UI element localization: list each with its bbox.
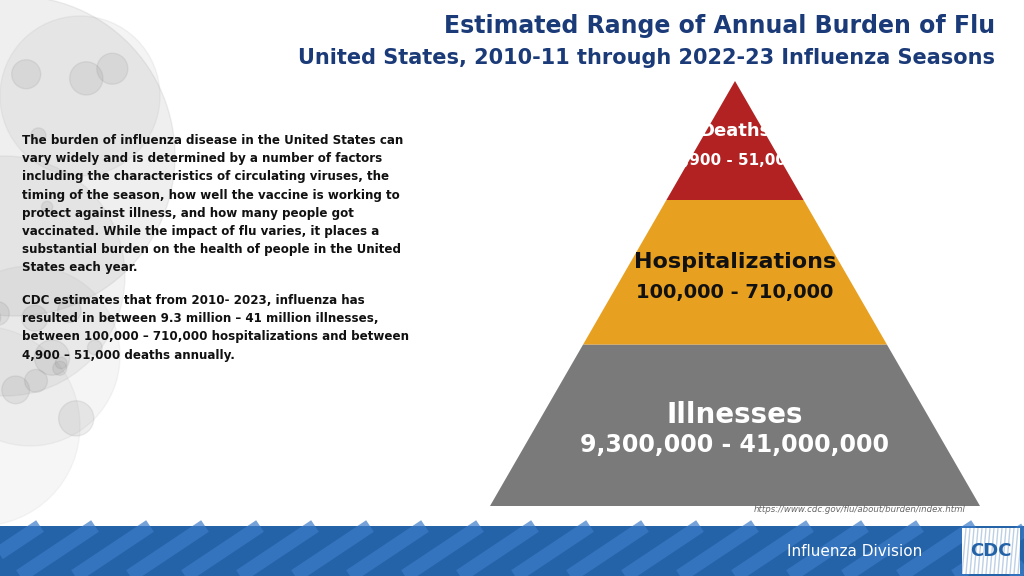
- Circle shape: [55, 357, 67, 369]
- Circle shape: [87, 340, 102, 355]
- Circle shape: [0, 156, 125, 396]
- Circle shape: [35, 340, 70, 375]
- Circle shape: [0, 16, 160, 176]
- Text: 9,300,000 - 41,000,000: 9,300,000 - 41,000,000: [581, 433, 890, 457]
- Circle shape: [70, 62, 102, 95]
- Circle shape: [0, 326, 80, 526]
- Circle shape: [57, 299, 81, 323]
- Circle shape: [0, 302, 9, 325]
- Circle shape: [0, 0, 175, 316]
- Circle shape: [31, 128, 46, 143]
- Circle shape: [53, 361, 67, 376]
- Text: Deaths: Deaths: [699, 122, 771, 139]
- Text: 100,000 - 710,000: 100,000 - 710,000: [636, 283, 834, 302]
- Text: Illnesses: Illnesses: [667, 401, 803, 429]
- Circle shape: [2, 376, 30, 404]
- Polygon shape: [667, 81, 804, 200]
- Text: The burden of influenza disease in the United States can
vary widely and is dete: The burden of influenza disease in the U…: [22, 134, 403, 274]
- FancyBboxPatch shape: [0, 526, 1024, 576]
- Text: Influenza Division: Influenza Division: [787, 544, 923, 559]
- Circle shape: [58, 401, 94, 436]
- Text: Hospitalizations: Hospitalizations: [634, 252, 837, 272]
- Circle shape: [0, 266, 120, 446]
- Text: CDC estimates that from 2010- 2023, influenza has
resulted in between 9.3 millio: CDC estimates that from 2010- 2023, infl…: [22, 294, 409, 362]
- Text: CDC: CDC: [971, 542, 1012, 560]
- Circle shape: [22, 305, 48, 331]
- Circle shape: [97, 53, 128, 84]
- Polygon shape: [583, 200, 887, 344]
- Circle shape: [25, 369, 47, 392]
- Circle shape: [11, 60, 41, 89]
- Text: 4,900 - 51,000: 4,900 - 51,000: [673, 153, 797, 168]
- Circle shape: [42, 201, 53, 213]
- Polygon shape: [490, 344, 980, 506]
- Text: https://www.cdc.gov/flu/about/burden/index.html: https://www.cdc.gov/flu/about/burden/ind…: [754, 505, 966, 514]
- Text: Estimated Range of Annual Burden of Flu: Estimated Range of Annual Burden of Flu: [443, 14, 995, 38]
- Text: United States, 2010-11 through 2022-23 Influenza Seasons: United States, 2010-11 through 2022-23 I…: [298, 48, 995, 68]
- FancyBboxPatch shape: [962, 528, 1020, 574]
